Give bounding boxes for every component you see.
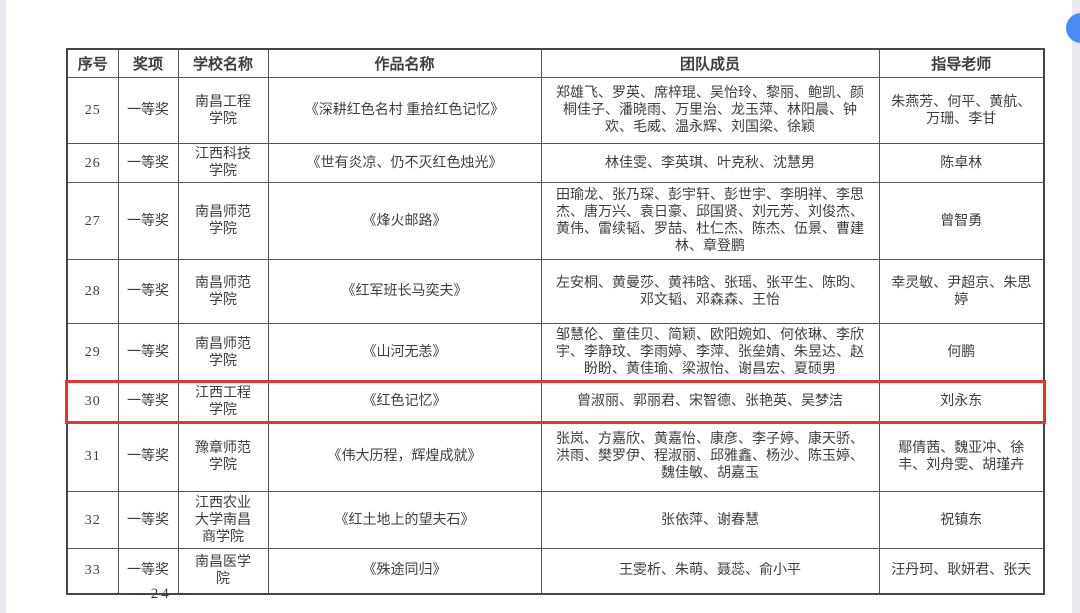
table-row: 32 一等奖 江西农业大学南昌商学院 《红土地上的望夫石》 张依萍、谢春慧 祝镇…: [66, 491, 1045, 549]
cell-work-title: 《红军班长马奕夫》: [267, 259, 542, 324]
table-row: 28 一等奖 南昌师范学院 《红军班长马奕夫》 左安桐、黄曼莎、黄祎晗、张瑶、张…: [66, 259, 1045, 324]
cell-award: 一等奖: [117, 259, 179, 324]
cell-award: 一等奖: [117, 548, 179, 594]
cell-team-members: 曾淑丽、郭丽君、宋智德、张艳英、吴梦洁: [540, 381, 880, 422]
cell-serial-no: 32: [66, 491, 119, 549]
cell-school-name: 江西农业大学南昌商学院: [177, 491, 269, 549]
cell-school-name: 南昌师范学院: [177, 323, 269, 382]
cell-serial-no: 25: [66, 77, 119, 144]
column-header-school-name: 学校名称: [177, 48, 269, 78]
cell-school-name: 江西工程学院: [177, 381, 269, 422]
cell-work-title: 《殊途同归》: [267, 548, 542, 594]
cell-school-name: 南昌工程学院: [177, 77, 269, 144]
cell-serial-no: 29: [66, 323, 119, 382]
cell-team-members: 田瑜龙、张乃琛、彭宇轩、彭世宇、李明祥、李思杰、唐万兴、袁日豪、邱国贤、刘元芳、…: [540, 182, 880, 260]
cell-award: 一等奖: [117, 421, 179, 492]
column-header-award: 奖项: [117, 48, 179, 78]
cell-serial-no: 28: [66, 259, 119, 324]
cell-team-members: 左安桐、黄曼莎、黄祎晗、张瑶、张平生、陈昀、邓文韬、邓森森、王怡: [540, 259, 880, 324]
cell-team-members: 郑雄飞、罗英、席梓琨、吴怡玲、黎丽、鲍凯、颜桐佳子、潘晓雨、万里治、龙玉萍、林阳…: [540, 77, 880, 144]
cell-serial-no: 31: [66, 421, 119, 492]
cell-work-title: 《伟大历程，辉煌成就》: [267, 421, 542, 492]
cell-work-title: 《山河无恙》: [267, 323, 542, 382]
cell-advisors: 幸灵敏、尹超京、朱思婷: [878, 259, 1045, 324]
cell-work-title: 《红土地上的望夫石》: [267, 491, 542, 549]
cell-work-title: 《红色记忆》: [267, 381, 542, 422]
cell-serial-no: 33: [66, 548, 119, 594]
floating-button[interactable]: [1066, 13, 1080, 43]
cell-school-name: 南昌师范学院: [177, 182, 269, 260]
cell-award: 一等奖: [117, 381, 179, 422]
cell-serial-no: 26: [66, 143, 119, 183]
cell-school-name: 豫章师范学院: [177, 421, 269, 492]
cell-team-members: 张依萍、谢春慧: [540, 491, 880, 549]
table-row: 31 一等奖 豫章师范学院 《伟大历程，辉煌成就》 张岚、方嘉欣、黄嘉怡、康彦、…: [66, 421, 1045, 492]
cell-team-members: 张岚、方嘉欣、黄嘉怡、康彦、李子婷、康天骄、洪雨、樊罗伊、程淑丽、邱雅鑫、杨沙、…: [540, 421, 880, 492]
cell-school-name: 南昌医学院: [177, 548, 269, 594]
cell-advisors: 汪丹珂、耿妍君、张天: [878, 548, 1045, 594]
header-row: 序号 奖项 学校名称 作品名称 团队成员 指导老师: [66, 48, 1045, 78]
cell-work-title: 《世有炎凉、仍不灭红色烛光》: [267, 143, 542, 183]
column-header-serial-no: 序号: [66, 48, 119, 78]
cell-award: 一等奖: [117, 491, 179, 549]
table-row: 33 一等奖 南昌医学院 《殊途同归》 王雯析、朱萌、聂蕊、俞小平 汪丹珂、耿妍…: [66, 548, 1045, 594]
cell-school-name: 江西科技学院: [177, 143, 269, 183]
cell-advisors: 朱燕芳、何平、黄航、万珊、李甘: [878, 77, 1045, 144]
cell-advisors: 曾智勇: [878, 182, 1045, 260]
cell-work-title: 《烽火邮路》: [267, 182, 542, 260]
column-header-work-title: 作品名称: [267, 48, 542, 78]
table-row: 26 一等奖 江西科技学院 《世有炎凉、仍不灭红色烛光》 林佳雯、李英琪、叶克秋…: [66, 143, 1045, 183]
cell-advisors: 何鹏: [878, 323, 1045, 382]
cell-advisors: 鄢倩茜、魏亚冲、徐丰、刘舟雯、胡瑾卉: [878, 421, 1045, 492]
cell-school-name: 南昌师范学院: [177, 259, 269, 324]
column-header-advisors: 指导老师: [878, 48, 1045, 78]
table-row: 29 一等奖 南昌师范学院 《山河无恙》 邹慧伦、童佳贝、简颖、欧阳婉如、何依琳…: [66, 323, 1045, 382]
table-row: 25 一等奖 南昌工程学院 《深耕红色名村 重拾红色记忆》 郑雄飞、罗英、席梓琨…: [66, 77, 1045, 144]
cell-serial-no: 27: [66, 182, 119, 260]
cell-award: 一等奖: [117, 77, 179, 144]
cell-team-members: 王雯析、朱萌、聂蕊、俞小平: [540, 548, 880, 594]
cell-award: 一等奖: [117, 323, 179, 382]
cell-award: 一等奖: [117, 143, 179, 183]
cell-team-members: 林佳雯、李英琪、叶克秋、沈慧男: [540, 143, 880, 183]
cell-advisors: 刘永东: [878, 381, 1045, 422]
document-page: 序号 奖项 学校名称 作品名称 团队成员 指导老师 25 一等奖 南昌工程学院 …: [6, 0, 1072, 613]
cell-team-members: 邹慧伦、童佳贝、简颖、欧阳婉如、何依琳、李欣宇、李静玟、李雨婷、李萍、张垒婧、朱…: [540, 323, 880, 382]
cell-award: 一等奖: [117, 182, 179, 260]
page-number: — 24 —: [126, 586, 197, 602]
cell-advisors: 陈卓林: [878, 143, 1045, 183]
cell-work-title: 《深耕红色名村 重拾红色记忆》: [267, 77, 542, 144]
table-row: 30 一等奖 江西工程学院 《红色记忆》 曾淑丽、郭丽君、宋智德、张艳英、吴梦洁…: [65, 379, 1046, 424]
table-row: 27 一等奖 南昌师范学院 《烽火邮路》 田瑜龙、张乃琛、彭宇轩、彭世宇、李明祥…: [66, 182, 1045, 260]
cell-serial-no: 30: [66, 381, 119, 422]
cell-advisors: 祝镇东: [878, 491, 1045, 549]
column-header-team-members: 团队成员: [540, 48, 880, 78]
awards-table: 序号 奖项 学校名称 作品名称 团队成员 指导老师 25 一等奖 南昌工程学院 …: [65, 48, 1046, 595]
